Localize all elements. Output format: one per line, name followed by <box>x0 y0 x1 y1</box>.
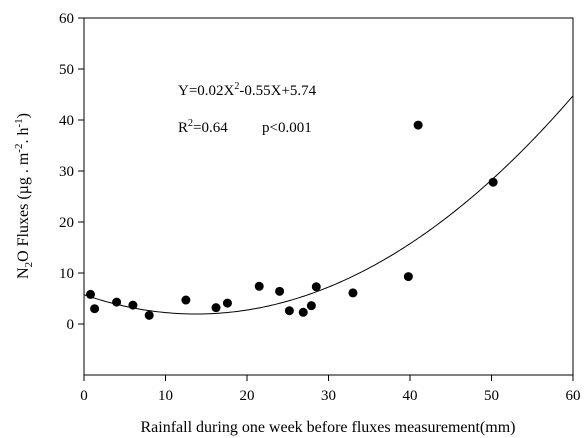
y-tick-label: 0 <box>67 317 75 333</box>
data-point <box>222 298 232 308</box>
x-tick-label: 20 <box>240 388 255 404</box>
x-axis: 0 10 20 30 40 50 60 <box>80 375 581 404</box>
data-point <box>348 288 358 298</box>
y-tick-label: 20 <box>59 215 74 231</box>
data-point <box>112 297 122 307</box>
data-point <box>211 303 221 313</box>
data-point <box>298 307 308 317</box>
data-point <box>181 295 191 305</box>
y-tick-label: 30 <box>59 164 74 180</box>
data-point <box>311 282 321 292</box>
y-tick-label: 40 <box>59 113 74 129</box>
data-point <box>90 304 100 314</box>
y-axis: 0 10 20 30 40 50 60 <box>59 11 84 333</box>
x-tick-label: 30 <box>321 388 336 404</box>
x-tick-label: 50 <box>484 388 499 404</box>
r-squared-annotation: R2=0.64 <box>178 118 228 136</box>
y-tick-label: 50 <box>59 62 74 78</box>
x-tick-label: 10 <box>158 388 173 404</box>
x-tick-label: 60 <box>566 388 581 404</box>
data-point <box>403 272 413 282</box>
x-axis-label: Rainfall during one week before fluxes m… <box>141 419 516 436</box>
data-point <box>86 289 96 299</box>
p-value-annotation: p<0.001 <box>262 120 312 136</box>
data-point <box>284 306 294 316</box>
y-tick-label: 10 <box>59 266 74 282</box>
data-point <box>488 177 498 187</box>
data-point <box>413 120 423 130</box>
plot-frame <box>83 17 574 376</box>
data-point <box>128 300 138 310</box>
y-axis-label: N2O Fluxes (µg . m-2. h-1) <box>13 113 35 279</box>
x-tick-label: 0 <box>80 388 88 404</box>
data-point <box>306 301 316 311</box>
data-point <box>144 310 154 320</box>
x-tick-label: 40 <box>403 388 418 404</box>
data-point <box>254 281 264 291</box>
data-points <box>86 120 498 320</box>
data-point <box>275 286 285 296</box>
equation-annotation: Y=0.02X2-0.55X+5.74 <box>178 81 317 99</box>
y-tick-label: 60 <box>59 11 74 27</box>
fit-curve <box>83 95 574 315</box>
